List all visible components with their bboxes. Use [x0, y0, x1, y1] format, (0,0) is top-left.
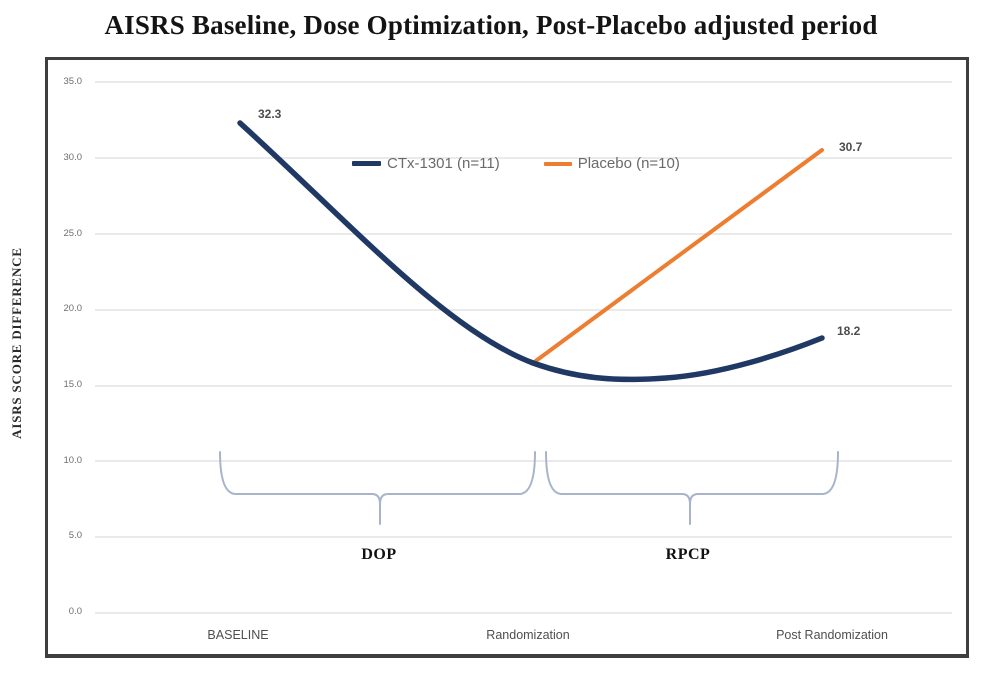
y-tick-10: 10.0	[63, 455, 83, 466]
y-tick-25: 25.0	[63, 228, 83, 239]
legend-entry-ctx-1301: CTx-1301 (n=11)	[352, 155, 500, 172]
x-label-baseline: BASELINE	[207, 628, 269, 642]
legend-label-ctx-1301: CTx-1301 (n=11)	[387, 155, 500, 172]
y-tick-5: 5.0	[68, 530, 82, 541]
plot-area-frame	[45, 57, 969, 658]
chart-title: AISRS Baseline, Dose Optimization, Post-…	[104, 10, 878, 40]
y-tick-30: 30.0	[63, 152, 83, 163]
x-label-post-randomization: Post Randomization	[776, 628, 888, 642]
data-label-ctx-baseline: 32.3	[258, 107, 282, 121]
y-tick-15: 15.0	[63, 379, 83, 390]
data-label-placebo-end: 30.7	[839, 140, 863, 154]
placebo-line-swatch	[543, 161, 572, 166]
legend: CTx-1301 (n=11) Placebo (n=10)	[352, 155, 680, 172]
y-tick-0: 0.0	[68, 606, 82, 617]
ctx-1301-line-swatch	[352, 161, 381, 166]
x-label-randomization: Randomization	[486, 628, 570, 642]
y-tick-35: 35.0	[63, 76, 83, 87]
y-tick-20: 20.0	[63, 303, 83, 314]
data-label-ctx-end: 18.2	[837, 324, 861, 338]
period-label-rpcp: RPCP	[665, 546, 711, 563]
y-axis-title: AISRS SCORE DIFFERENCE	[9, 247, 24, 439]
legend-label-placebo: Placebo (n=10)	[577, 155, 680, 172]
period-label-dop: DOP	[361, 546, 397, 563]
legend-entry-placebo: Placebo (n=10)	[543, 155, 680, 172]
